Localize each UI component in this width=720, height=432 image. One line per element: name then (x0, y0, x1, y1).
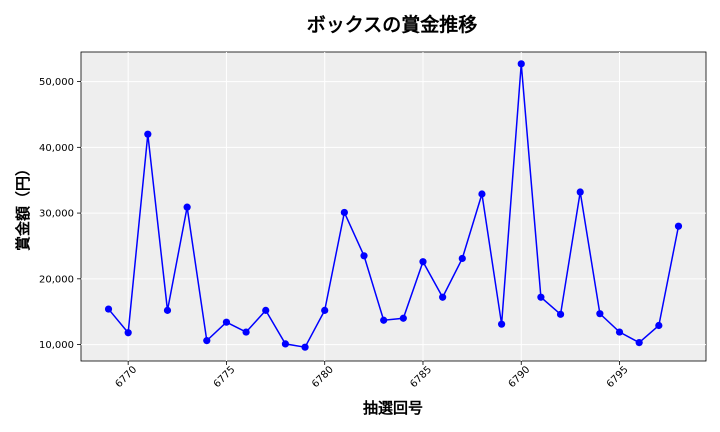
data-point (635, 338, 643, 347)
plot-area (80, 51, 707, 362)
data-point (556, 310, 565, 318)
y-axis-label: 賞金額（円） (14, 161, 32, 251)
data-point (301, 343, 309, 351)
data-point (321, 306, 329, 314)
data-point (497, 320, 506, 328)
data-point (360, 252, 368, 260)
data-point (380, 316, 388, 324)
x-axis-label: 抽選回号 (363, 399, 423, 417)
data-point (419, 258, 427, 266)
chart-title: ボックスの賞金推移 (307, 13, 477, 36)
y-tick-label: 20,000 (39, 274, 74, 285)
data-point (399, 314, 407, 322)
y-tick-label: 30,000 (39, 209, 74, 220)
data-point (104, 305, 113, 313)
data-point (163, 306, 172, 314)
x-tick-label: 6770 (114, 364, 140, 390)
x-tick-label: 6790 (507, 364, 533, 390)
data-point (478, 190, 486, 198)
data-point (596, 310, 604, 318)
x-tick-label: 6775 (212, 364, 238, 390)
data-point (537, 293, 545, 301)
x-axis-ticks: 6770 6775 6780 6785 6790 6795 (114, 361, 631, 390)
data-point (124, 329, 132, 337)
x-tick-label: 6785 (408, 364, 434, 390)
data-point (517, 60, 525, 68)
x-tick-label: 6780 (310, 364, 336, 390)
y-tick-label: 10,000 (39, 340, 74, 351)
series-line (107, 63, 680, 349)
data-point (144, 130, 152, 138)
grid-y (81, 81, 706, 346)
x-tick-label: 6795 (605, 364, 631, 390)
y-tick-label: 40,000 (39, 143, 74, 154)
data-point (183, 203, 191, 211)
data-point (203, 337, 211, 345)
data-point (262, 306, 270, 314)
series-points (104, 60, 683, 351)
data-point (439, 293, 447, 301)
y-axis-ticks: 10,000 20,000 30,000 40,000 50,000 (39, 77, 81, 351)
grid-x (127, 52, 621, 361)
data-point (576, 188, 584, 196)
data-point (340, 208, 348, 217)
data-point (222, 318, 231, 326)
data-point (281, 340, 290, 348)
data-point (655, 321, 663, 330)
data-point (615, 328, 624, 336)
data-point (674, 222, 683, 230)
y-tick-label: 50,000 (39, 77, 74, 88)
data-point (242, 328, 250, 336)
data-point (458, 254, 466, 263)
